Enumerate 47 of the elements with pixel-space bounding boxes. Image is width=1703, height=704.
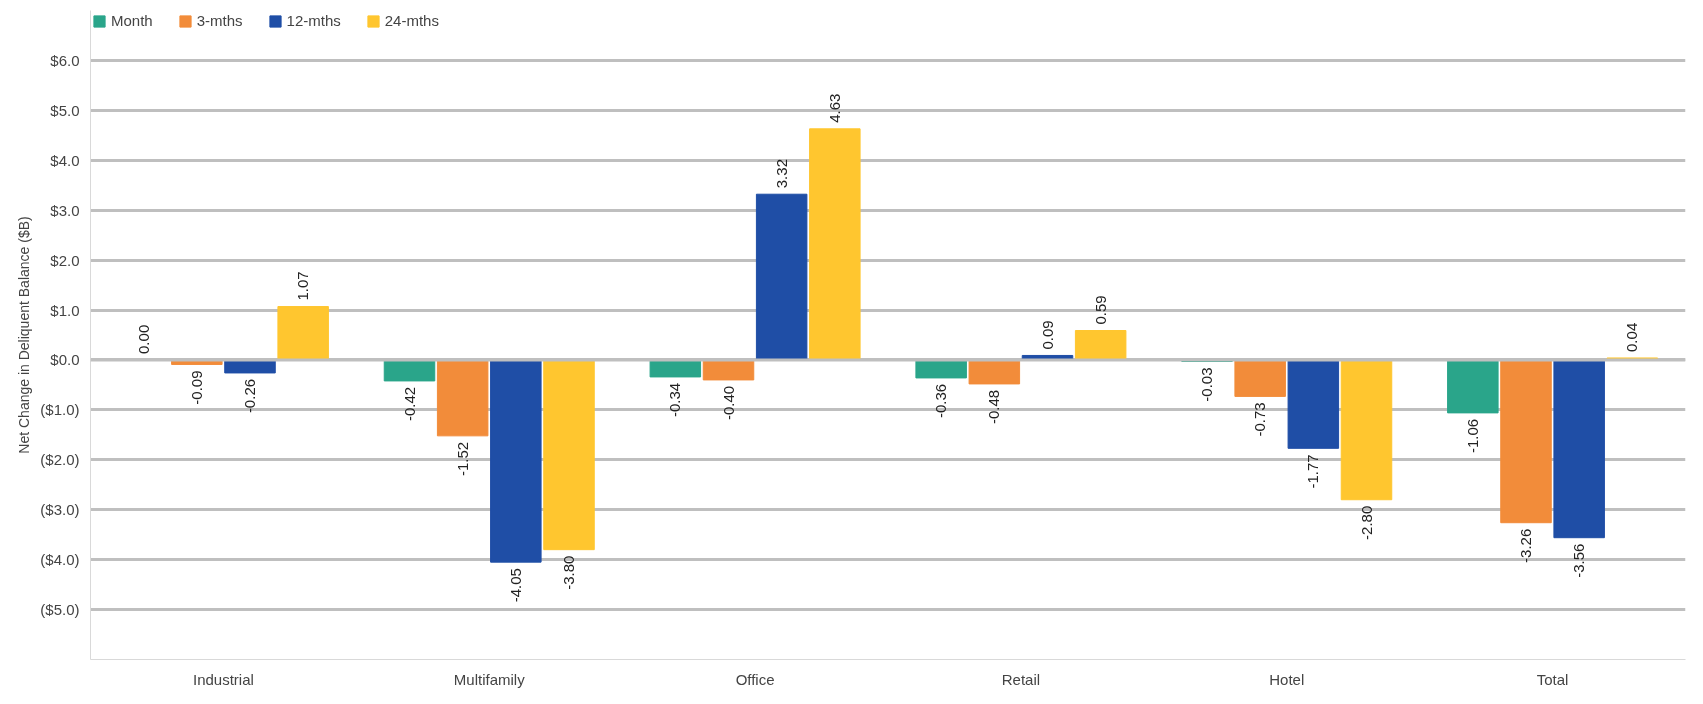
y-tick-label: $1.0 <box>50 301 80 319</box>
legend-label: 3-mths <box>196 12 243 29</box>
x-tick-label: Office <box>735 670 775 688</box>
data-label: -0.40 <box>719 385 737 421</box>
y-tick-label: ($5.0) <box>40 601 80 619</box>
legend-label: 24-mths <box>384 12 439 29</box>
data-label: -2.80 <box>1357 505 1375 540</box>
x-tick-label: Total <box>1536 670 1569 688</box>
data-label: 3.32 <box>772 159 790 189</box>
data-label: 4.63 <box>825 93 843 123</box>
data-label: 0.59 <box>1091 295 1109 325</box>
y-tick-label: ($3.0) <box>40 501 80 519</box>
data-label: -1.06 <box>1463 418 1481 454</box>
x-tick-label: Retail <box>1001 670 1041 688</box>
y-tick-label: $6.0 <box>50 51 80 69</box>
y-tick-label: ($4.0) <box>40 551 80 569</box>
data-label: 0.00 <box>134 324 152 354</box>
data-label: -0.34 <box>666 382 684 418</box>
legend-label: 12-mths <box>286 12 341 29</box>
data-label: 0.04 <box>1623 322 1641 352</box>
x-tick-label: Multifamily <box>453 670 526 688</box>
data-label: -0.03 <box>1198 367 1215 402</box>
legend-label: Month <box>111 12 153 29</box>
y-tick-label: $0.0 <box>50 351 80 369</box>
y-axis-title: Net Change in Deliquent Balance ($B) <box>16 216 33 454</box>
data-label: -0.48 <box>985 389 1003 425</box>
data-label: -3.56 <box>1570 543 1588 578</box>
data-label: 0.09 <box>1038 320 1056 350</box>
data-label: -0.26 <box>241 378 258 414</box>
x-tick-label: Hotel <box>1269 670 1305 688</box>
data-label: -1.52 <box>453 441 471 477</box>
data-label: -1.77 <box>1304 454 1322 489</box>
data-label: -3.80 <box>560 555 577 590</box>
data-label: -3.26 <box>1517 528 1534 563</box>
y-tick-label: $5.0 <box>50 101 80 119</box>
data-label: -0.36 <box>932 383 950 419</box>
data-label: -0.73 <box>1251 402 1269 437</box>
y-tick-label: $4.0 <box>50 151 80 169</box>
data-label: -0.42 <box>400 386 418 422</box>
y-tick-label: $3.0 <box>50 201 80 219</box>
x-tick-label: Industrial <box>192 670 254 688</box>
y-tick-label: $2.0 <box>50 251 80 269</box>
y-tick-label: ($2.0) <box>40 451 80 469</box>
data-label: 1.07 <box>294 271 312 301</box>
data-label: -0.09 <box>187 370 205 405</box>
y-tick-label: ($1.0) <box>40 401 80 419</box>
data-label: -4.05 <box>506 568 524 603</box>
